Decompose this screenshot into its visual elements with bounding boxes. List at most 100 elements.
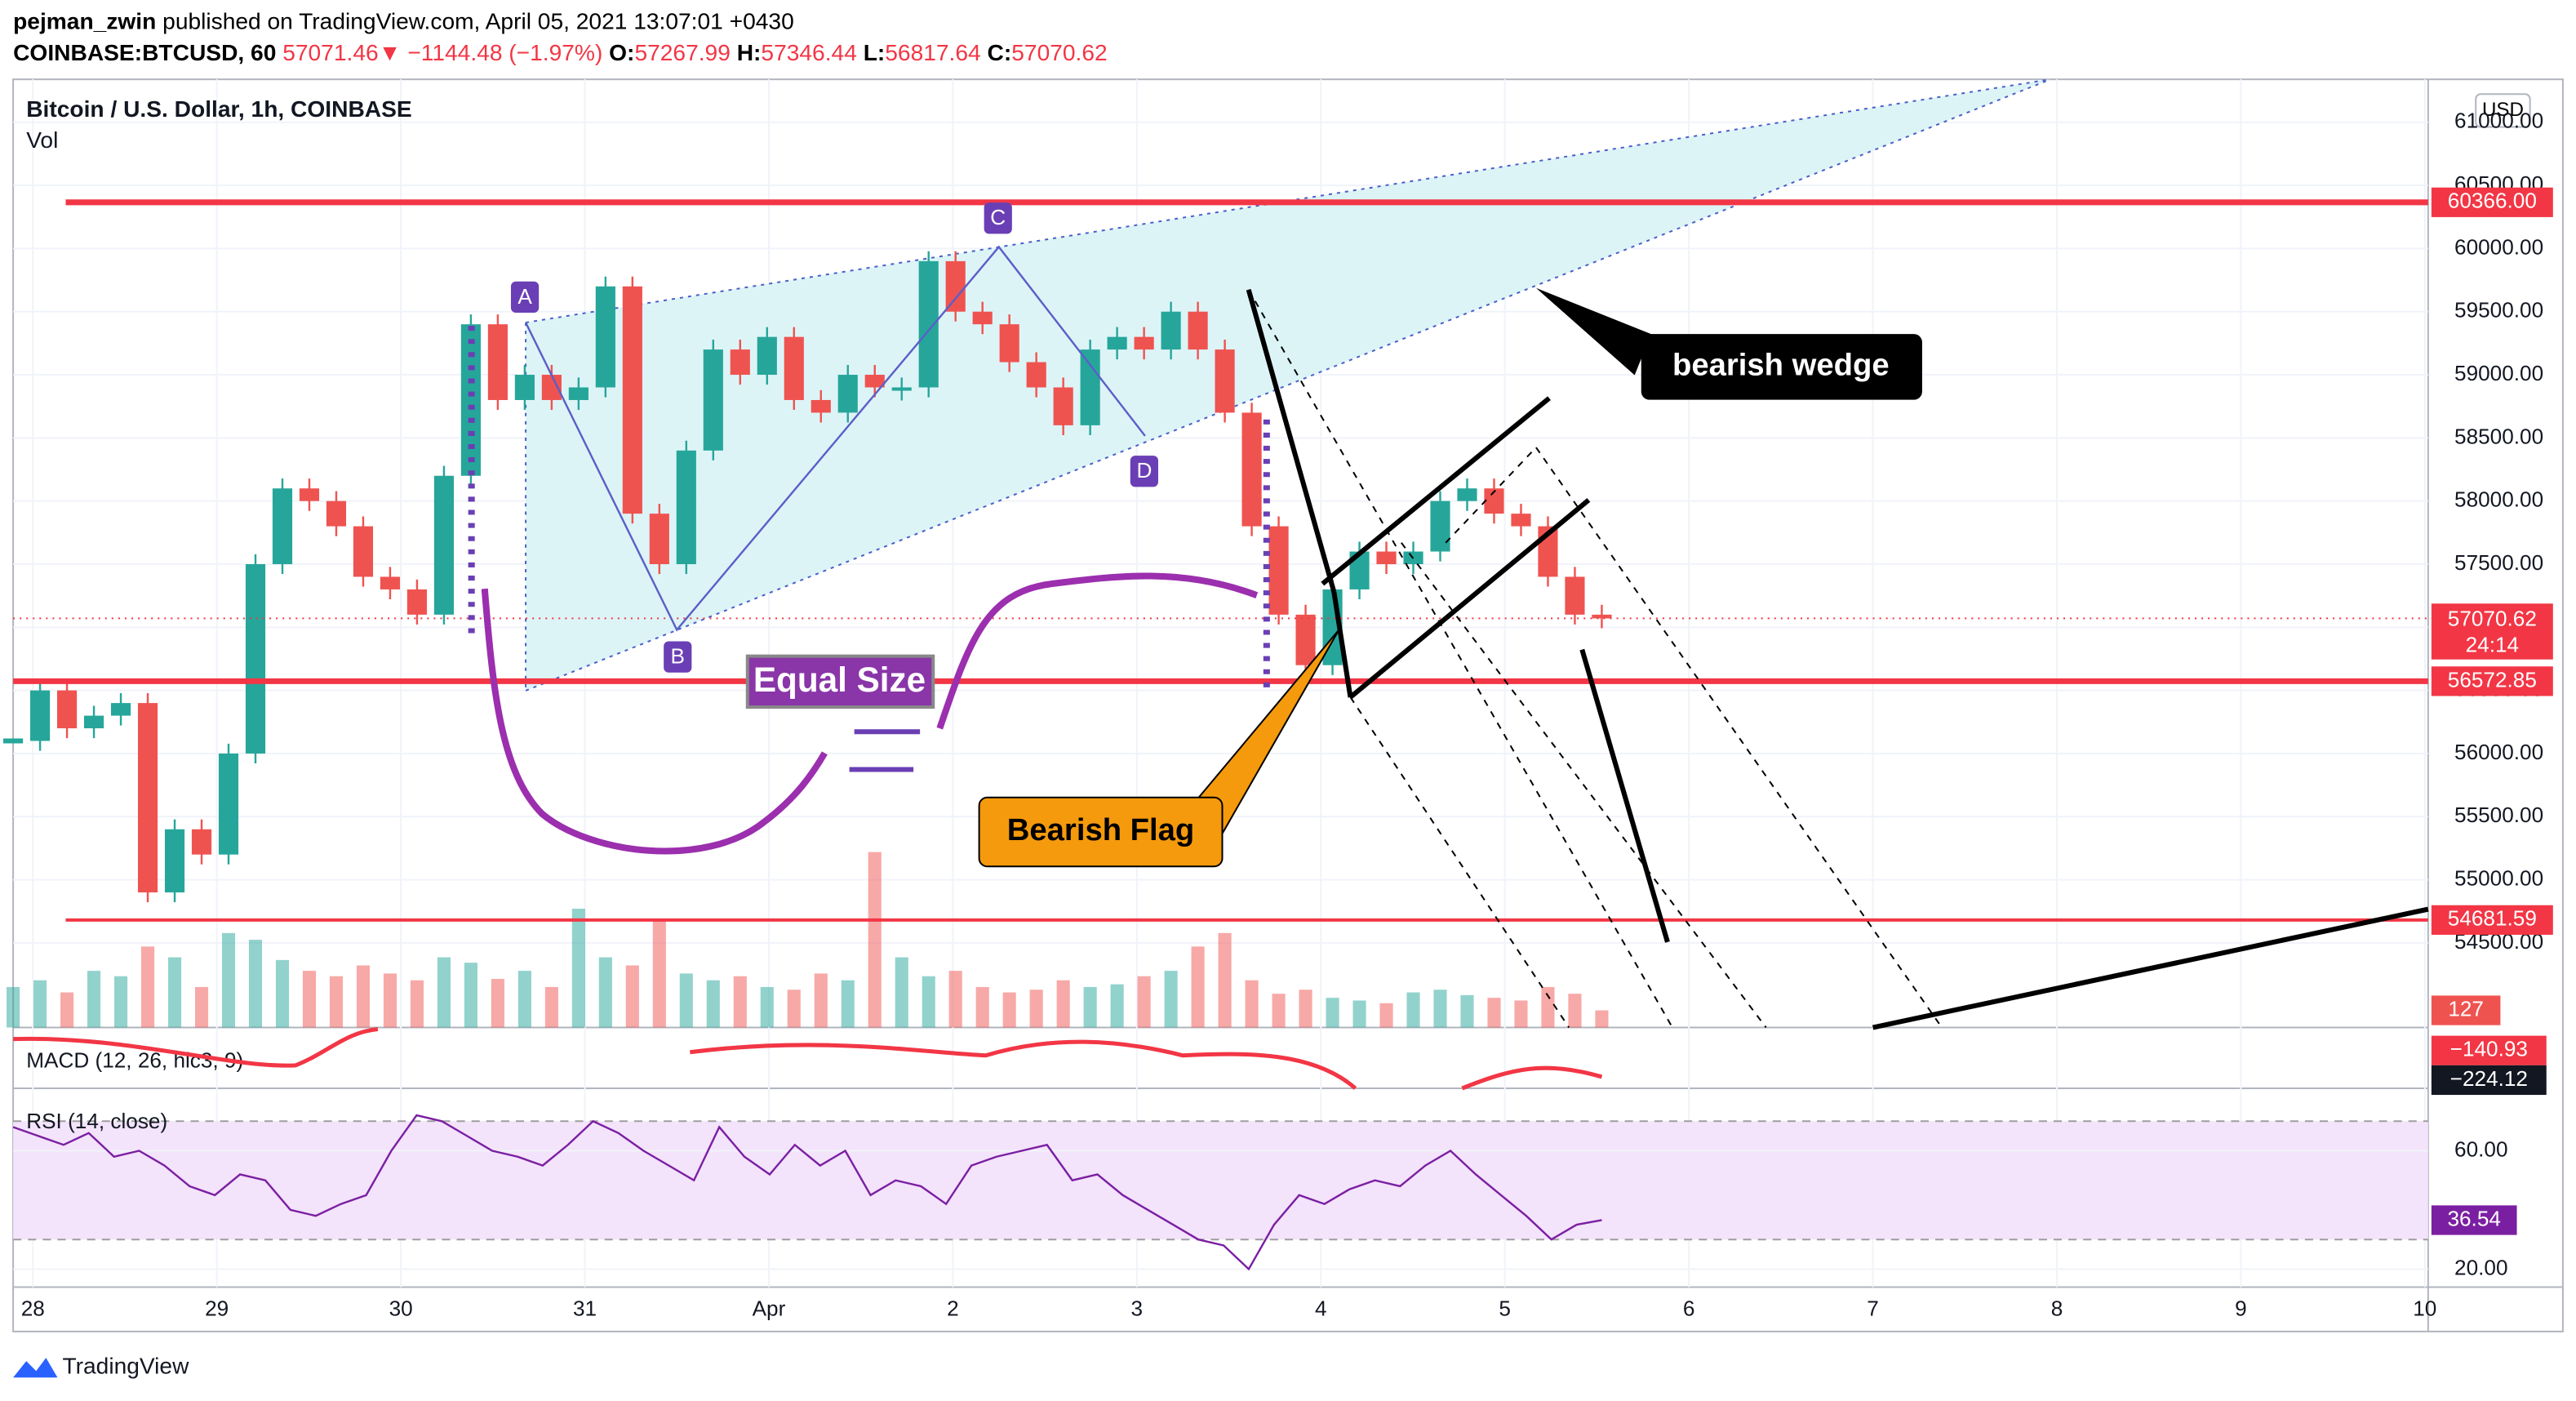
candle (1053, 387, 1073, 425)
candle (649, 514, 669, 565)
candle (811, 399, 831, 413)
label-box (510, 281, 540, 313)
candle (568, 387, 588, 400)
volume-bar (787, 990, 801, 1028)
candle (1080, 349, 1100, 425)
currency-box (2475, 93, 2531, 128)
x-tick-label: 7 (1867, 1296, 1879, 1321)
axis-labels: 54500.0055000.0055500.0056000.0056500.00… (21, 109, 2553, 1321)
y-tick-label: 57500.00 (2454, 550, 2543, 575)
trendline (1348, 498, 1591, 700)
rsi-band (13, 1121, 2428, 1240)
channel-line (1349, 696, 1570, 1029)
volume-bar (948, 971, 962, 1028)
candle (999, 324, 1019, 362)
candle (30, 690, 51, 741)
x-tick-label: 6 (1683, 1296, 1695, 1321)
level-label: 54681.59 (2448, 906, 2537, 931)
volume-bar (841, 980, 855, 1028)
volume-bar (248, 940, 263, 1028)
wedge-fill (526, 79, 2050, 691)
volume-bar (544, 986, 558, 1028)
published: published on TradingView.com, April 05, … (162, 8, 794, 34)
volume-bar (1460, 994, 1474, 1028)
x-tick-label: 29 (205, 1296, 229, 1321)
y-tick-label: 59500.00 (2454, 298, 2543, 322)
x-tick-label: 8 (2051, 1296, 2063, 1321)
label-box (1130, 456, 1158, 487)
volume-bar (1299, 990, 1312, 1028)
x-tick-label: 3 (1131, 1296, 1144, 1321)
volume-bar (1514, 1000, 1528, 1028)
high: 57346.44 (761, 39, 856, 65)
equal-text: Equal Size (753, 660, 926, 699)
quote-line: COINBASE:BTCUSD, 60 57071.46▼ −1144.48 (… (13, 39, 1108, 65)
candle (57, 690, 78, 729)
volume-bar (140, 946, 155, 1028)
candle (1565, 576, 1585, 615)
close: 57070.62 (1011, 39, 1107, 65)
rsi-tick-label: 20.00 (2454, 1255, 2507, 1279)
level-label: 60366.00 (2448, 189, 2537, 213)
countdown: 24:14 (2466, 633, 2519, 657)
candle (1107, 336, 1127, 350)
footer: TradingView (62, 1353, 189, 1379)
macd-line (13, 1027, 1603, 1091)
trendline (1331, 591, 1353, 698)
curve (936, 572, 1259, 730)
point-a: A (517, 284, 532, 309)
rsi-label: 36.54 (2447, 1206, 2500, 1230)
candle (1430, 500, 1450, 552)
rsi-title: RSI (14, close) (26, 1109, 167, 1133)
arrow: ▼ (379, 39, 402, 65)
curve (481, 588, 828, 855)
candle (1511, 514, 1531, 527)
volume-bar (167, 957, 182, 1028)
volume-bar (1568, 994, 1582, 1028)
volume-bar (356, 965, 371, 1028)
x-tick-label: 30 (389, 1296, 413, 1321)
volume-bar (1433, 990, 1447, 1028)
volume-title: Vol (26, 127, 58, 153)
change: −1144.48 (−1.97%) (407, 39, 602, 65)
candle (703, 349, 723, 451)
label-box (984, 202, 1012, 234)
volume-bar (517, 971, 531, 1028)
volume-bar (1002, 992, 1016, 1028)
point-b: B (671, 644, 685, 669)
flag-text: Bearish Flag (1007, 812, 1194, 847)
candle (326, 500, 347, 527)
header-line: pejman_zwin published on TradingView.com… (13, 8, 794, 34)
x-tick-label: 4 (1315, 1296, 1327, 1321)
candle (1295, 614, 1316, 665)
volume-bar (60, 992, 74, 1028)
candle (945, 260, 966, 312)
volume-bar (1029, 990, 1043, 1028)
macd-label: −224.12 (2450, 1066, 2528, 1091)
channel-line (1247, 289, 1673, 1029)
candle (864, 375, 885, 388)
volume-bar (114, 976, 128, 1028)
level-box (2431, 666, 2553, 696)
label-box (664, 641, 692, 673)
flag-callout (978, 796, 1224, 868)
volume-bar (1326, 998, 1339, 1028)
volume-bar (1164, 971, 1178, 1028)
level-label: 56572.85 (2448, 667, 2537, 692)
candle (245, 564, 266, 754)
volume-bar (1245, 980, 1259, 1028)
point-d: D (1136, 458, 1152, 483)
frame (12, 78, 2564, 1332)
c-key: C: (988, 39, 1012, 65)
volume-bar (706, 980, 720, 1028)
trendline (1321, 396, 1551, 586)
level-box (2431, 187, 2553, 217)
macd-box (2431, 1065, 2547, 1096)
channel-line (1535, 447, 1943, 1029)
volume-bar (1406, 992, 1420, 1028)
volume-bar (491, 979, 504, 1028)
candle (433, 475, 454, 615)
trendline (1579, 648, 1670, 943)
volume-bar (760, 986, 774, 1028)
x-tick-label: 31 (573, 1296, 597, 1321)
